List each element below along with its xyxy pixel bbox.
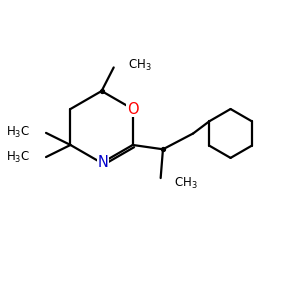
Text: H$_3$C: H$_3$C [6, 149, 30, 165]
Text: CH$_3$: CH$_3$ [128, 58, 151, 73]
Text: H$_3$C: H$_3$C [6, 125, 30, 140]
Text: N: N [98, 155, 109, 170]
Text: O: O [127, 101, 139, 116]
Text: CH$_3$: CH$_3$ [174, 176, 197, 191]
